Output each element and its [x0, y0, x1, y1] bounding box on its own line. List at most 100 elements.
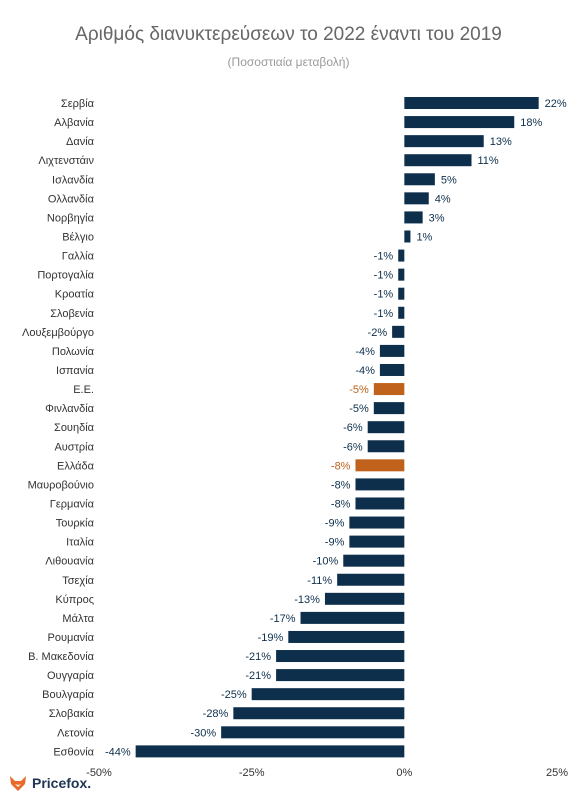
bar — [355, 478, 405, 491]
category-label: Λουξεμβούργο — [22, 327, 94, 339]
bar — [373, 402, 405, 415]
data-label: 22% — [545, 98, 567, 110]
pricefox-logo: Pricefox. — [8, 772, 91, 794]
data-label: 11% — [478, 155, 499, 167]
x-tick-label: 25% — [546, 767, 568, 779]
bar — [379, 344, 405, 357]
category-label: Φινλανδία — [45, 403, 94, 415]
bar — [367, 440, 405, 453]
data-label: -19% — [258, 632, 284, 644]
x-tick-label: -25% — [239, 767, 265, 779]
category-label: Πορτογαλία — [37, 270, 94, 282]
category-label: Λιθουανία — [45, 556, 94, 568]
category-label: Γερμανία — [50, 498, 95, 510]
data-label: -44% — [105, 746, 131, 758]
data-label: -8% — [331, 460, 351, 472]
category-label: Πολωνία — [52, 346, 95, 358]
bar — [392, 325, 405, 338]
category-label: Αλβανία — [54, 117, 94, 129]
category-label: Ουγγαρία — [47, 670, 95, 682]
x-tick-label: -50% — [86, 767, 112, 779]
data-label: -1% — [374, 289, 394, 301]
bar — [373, 383, 405, 396]
data-label: -5% — [349, 403, 369, 415]
category-label: Εσθονία — [53, 746, 94, 758]
bar — [355, 459, 405, 472]
data-label: -10% — [313, 556, 339, 568]
chart-title: Αριθμός διανυκτερεύσεων το 2022 έναντι τ… — [75, 24, 502, 45]
category-label: Νορβηγία — [47, 212, 95, 224]
category-label: Μαυροβούνιο — [28, 479, 94, 491]
data-label: 18% — [520, 117, 542, 129]
bar — [404, 97, 539, 109]
category-label: Λιχτενστάιν — [38, 155, 94, 167]
bar — [398, 306, 405, 319]
data-label: 13% — [490, 136, 512, 148]
bar — [276, 669, 405, 682]
data-label: -6% — [343, 422, 363, 434]
bar — [404, 154, 472, 167]
bar — [324, 592, 405, 605]
fox-icon — [10, 776, 26, 791]
category-label: Ρουμανία — [48, 632, 95, 644]
data-label: 3% — [429, 212, 445, 224]
data-label: -21% — [245, 651, 271, 663]
data-label: 4% — [435, 193, 451, 205]
x-tick-label: 0% — [396, 767, 412, 779]
category-label: Μάλτα — [62, 613, 94, 625]
data-label: -1% — [374, 251, 394, 263]
category-label: Σλοβενία — [50, 308, 94, 320]
category-label: Σουηδία — [54, 422, 95, 434]
data-label: -4% — [355, 365, 375, 377]
data-label: -8% — [331, 479, 351, 491]
data-label: -8% — [331, 498, 351, 510]
bar — [221, 726, 405, 739]
category-label: Βουλγαρία — [42, 689, 95, 701]
data-label: -11% — [307, 575, 332, 587]
category-label: Ισλανδία — [52, 174, 95, 186]
category-label: Ολλανδία — [48, 193, 95, 205]
data-label: -9% — [325, 537, 345, 549]
data-label: -17% — [270, 613, 296, 625]
category-label: Κροατία — [55, 289, 95, 301]
category-label: Β. Μακεδονία — [28, 651, 95, 663]
bar — [404, 230, 411, 243]
data-label: -30% — [190, 727, 216, 739]
category-label: Σλοβακία — [49, 708, 95, 720]
data-label: -6% — [343, 441, 363, 453]
category-label: Λετονία — [57, 727, 95, 739]
bar — [367, 421, 405, 434]
category-label: Ε.Ε. — [73, 384, 94, 396]
bar — [398, 249, 405, 262]
category-label: Αυστρία — [54, 441, 94, 453]
bar — [379, 363, 405, 376]
bar — [355, 497, 405, 510]
bar — [276, 650, 405, 663]
category-label: Ιταλία — [66, 537, 95, 549]
bar — [404, 173, 435, 186]
data-label: -4% — [355, 346, 375, 358]
data-label: -13% — [294, 594, 320, 606]
bar — [288, 630, 405, 643]
category-label: Δανία — [66, 136, 95, 148]
chart-subtitle: (Ποσοστιαία μεταβολή) — [227, 55, 350, 69]
bar — [404, 211, 423, 224]
category-label: Τουρκία — [56, 518, 95, 530]
bar — [349, 535, 405, 548]
data-label: -25% — [221, 689, 247, 701]
logo-text: Pricefox. — [32, 775, 92, 791]
data-label: -1% — [374, 308, 394, 320]
bar — [343, 554, 405, 567]
bar — [404, 192, 429, 205]
bar — [398, 287, 405, 300]
category-label: Σερβία — [61, 98, 95, 110]
category-label: Τσεχία — [62, 575, 94, 587]
bar — [404, 135, 484, 148]
bar — [300, 611, 405, 624]
bar — [398, 268, 405, 281]
bar — [251, 688, 405, 701]
data-label: -9% — [325, 518, 345, 530]
data-label: -28% — [203, 708, 229, 720]
category-label: Ισπανία — [56, 365, 95, 377]
